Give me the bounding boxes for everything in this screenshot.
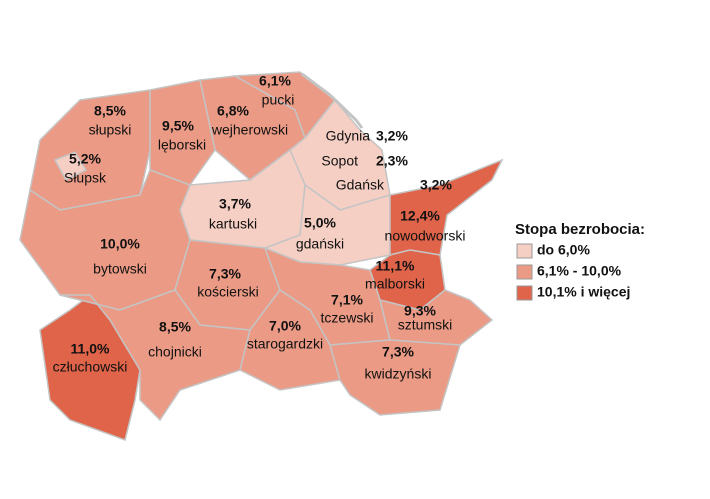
region-value: 8,5% [94,103,126,119]
region-name: kościerski [197,284,258,300]
legend-title: Stopa bezrobocia: [515,221,645,238]
region-value: 3,7% [219,196,251,212]
region-name: Sopot [321,153,358,169]
region-name: bytowski [93,261,147,277]
region-name: człuchowski [53,359,128,375]
region-name: słupski [89,122,132,138]
hel-peninsula [301,72,364,129]
region-name: malborski [365,276,425,292]
region-value: 3,2% [376,128,408,144]
region-value: 2,3% [376,153,408,169]
region-name: chojnicki [148,344,202,360]
region-name: pucki [262,92,295,108]
region-name: Gdynia [326,128,371,144]
region-value: 5,2% [69,151,101,167]
region-value: 6,8% [217,103,249,119]
region-value: 8,5% [159,319,191,335]
region-name: kartuski [209,216,257,232]
legend-swatch [516,264,533,280]
region-value: 9,5% [162,118,194,134]
region-name: lęborski [158,137,206,153]
region-value: 3,2% [420,177,452,193]
region-name: tczewski [321,310,374,326]
region-value: 6,1% [259,73,291,89]
region-value: 12,4% [400,208,440,224]
region-value: 7,1% [331,292,363,308]
region-value: 9,3% [404,303,436,319]
region-value: 10,0% [100,236,140,252]
region-name: sztumski [398,317,452,333]
legend-label: 10,1% i więcej [537,284,630,300]
region-value: 7,3% [209,266,241,282]
region-area [329,339,461,416]
region-area [53,151,88,181]
region-area [59,289,251,422]
region-area [39,293,141,441]
region-value: 7,3% [382,344,414,360]
legend-swatch [516,243,533,259]
region-name: Słupsk [64,170,107,186]
legend-label: 6,1% - 10,0% [537,263,622,279]
region-name: kwidzyński [365,366,432,382]
region-value: 11,1% [376,258,415,274]
legend-label: do 6,0% [537,242,590,258]
region-value: 11,0% [71,341,110,357]
legend-swatch [516,285,533,301]
region-value: 5,0% [304,215,336,231]
region-name: wejherowski [211,122,288,138]
region-value: 7,0% [269,318,301,334]
region-name: gdański [296,236,344,252]
region-name: starogardzki [247,336,323,352]
region-name: Gdańsk [336,177,385,193]
region-name: nowodworski [385,228,466,244]
